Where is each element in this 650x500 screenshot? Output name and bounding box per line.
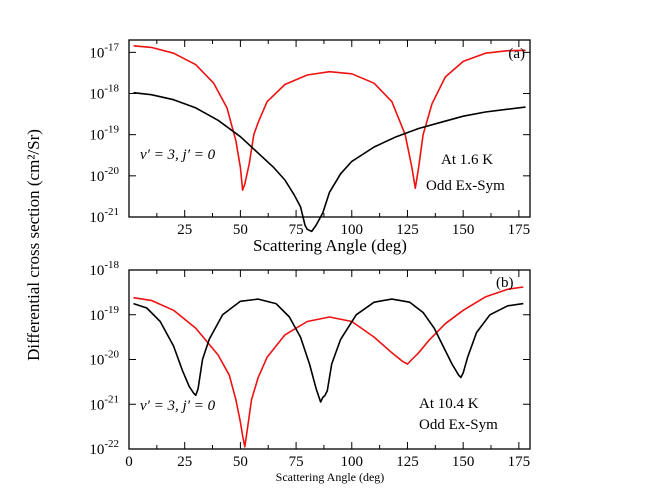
x-tick-label: 75 — [289, 454, 304, 470]
y-tick-label: 10-20 — [89, 349, 119, 369]
x-tick-label: 50 — [233, 454, 248, 470]
x-tick-label: 125 — [396, 222, 419, 238]
y-tick-label: 10-19 — [89, 124, 119, 144]
panel-a-label: (a) — [508, 46, 525, 62]
panel-a-temperature: At 1.6 K — [441, 152, 493, 168]
panel-a-frame — [128, 39, 531, 218]
x-tick-label: 0 — [125, 454, 133, 470]
series-line-black — [133, 91, 526, 233]
x-tick-label: 25 — [177, 222, 192, 238]
x-tick-label: 125 — [396, 454, 419, 470]
x-tick-label: 100 — [341, 454, 364, 470]
panel-b-symmetry: Odd Ex-Sym — [419, 417, 498, 433]
x-tick-label: 150 — [452, 222, 475, 238]
x-tick-label: 175 — [508, 222, 531, 238]
y-tick-label: 10-20 — [89, 165, 119, 185]
y-tick-label: 10-21 — [89, 393, 119, 413]
series-line-red — [133, 45, 526, 191]
x-tick-label: 25 — [177, 454, 192, 470]
y-tick-label: 10-21 — [89, 206, 119, 226]
panel-b-x-axis-label: Scattering Angle (deg) — [276, 470, 385, 484]
series-line-black — [133, 298, 524, 403]
x-tick-label: 175 — [508, 454, 531, 470]
panel-a-quantum-annotation: v′ = 3, j′ = 0 — [140, 147, 216, 163]
x-tick-label: 100 — [341, 222, 364, 238]
y-axis-label: Differential cross section (cm²/Sr) — [24, 129, 43, 361]
panel-b: 0 25 50 75 100 125 150 175 10-22 10-21 10-20 10-19… — [89, 259, 531, 484]
x-tick-label: 50 — [233, 222, 248, 238]
y-tick-label: 10-18 — [89, 83, 119, 103]
x-tick-label: 150 — [452, 454, 475, 470]
x-tick-label: 75 — [289, 222, 304, 238]
y-tick-label: 10-18 — [89, 259, 119, 279]
panel-b-temperature: At 10.4 K — [419, 396, 479, 412]
panel-a: 25 50 75 100 125 150 175 10-21 10-20 10-19 10-18 1… — [89, 39, 531, 255]
y-tick-label: 10-17 — [89, 41, 119, 61]
panel-b-label: (b) — [496, 275, 514, 291]
panel-a-symmetry: Odd Ex-Sym — [426, 178, 505, 194]
panel-b-quantum-annotation: v′ = 3, j′ = 0 — [140, 398, 216, 414]
y-tick-label: 10-22 — [89, 438, 119, 458]
y-tick-label: 10-19 — [89, 304, 119, 324]
panel-a-x-axis-label: Scattering Angle (deg) — [253, 236, 407, 255]
